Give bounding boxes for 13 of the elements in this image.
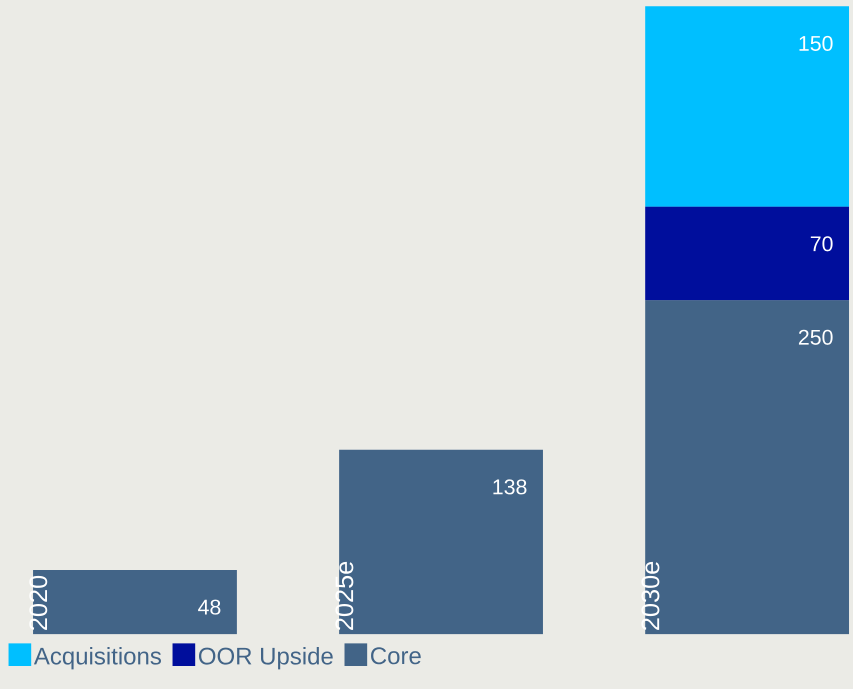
x-tick-label: 2020 [29, 576, 48, 630]
data-label: 138 [493, 479, 526, 494]
x-tick-label: 2030e [641, 562, 660, 630]
data-label: 48 [198, 600, 220, 615]
data-label: 250 [798, 330, 833, 345]
legend-label: Acquisitions [34, 646, 161, 670]
data-label: 70 [810, 236, 833, 252]
legend-label: Core [371, 647, 421, 664]
data-label: 150 [800, 36, 833, 51]
legend-label: OOR Upside [198, 646, 333, 670]
x-tick-label: 2025e [335, 562, 354, 630]
bar [645, 206, 850, 300]
bar [645, 6, 850, 207]
